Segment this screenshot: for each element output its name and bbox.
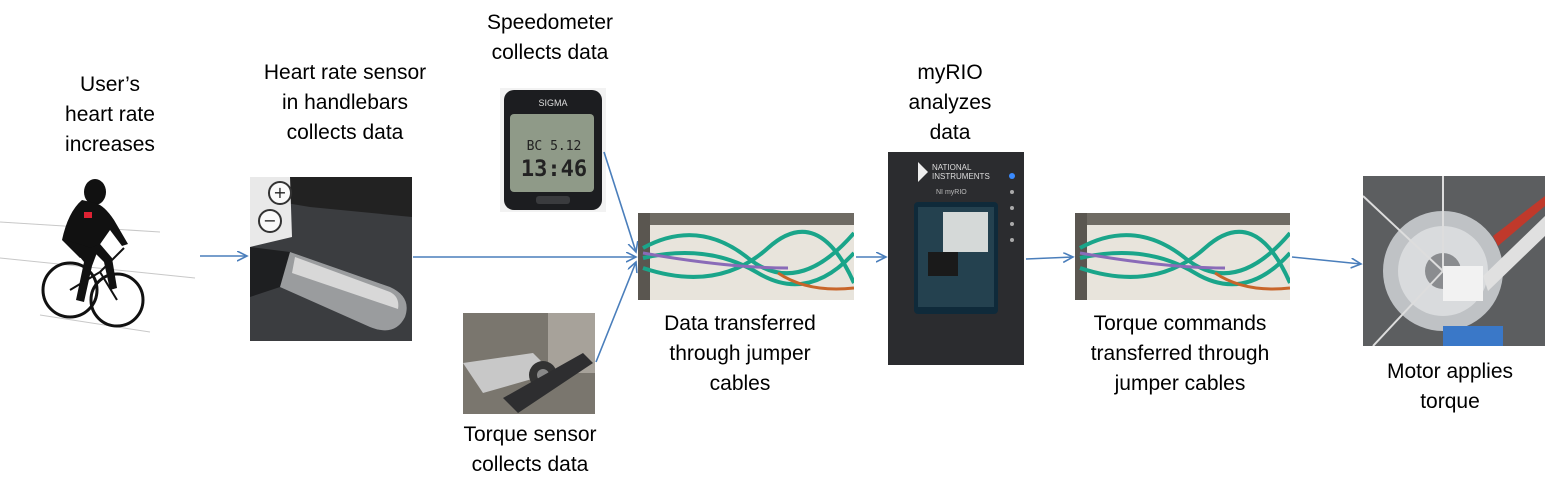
arrow-speedometer-to-cables (603, 151, 636, 252)
speedometer-photo: SIGMA BC 5.12 13:46 (500, 88, 606, 212)
cyclist-silhouette (0, 179, 196, 333)
speedometer-brand-text: SIGMA (538, 98, 567, 108)
speedometer-reading: 13:46 (521, 157, 587, 182)
arrow-torque-sensor-to-cables (595, 262, 636, 363)
svg-text:−: − (263, 211, 276, 230)
speedometer-label: Speedometer collects data (486, 11, 614, 64)
handlebar-sensor-photo: + − (250, 177, 412, 341)
data-transferred-label: Data transferred through jumper cables (664, 312, 816, 395)
jumper-cables-photo-1 (638, 213, 854, 300)
motor-applies-torque-label: Motor applies torque (1386, 360, 1514, 413)
motor-photo (1363, 176, 1545, 346)
svg-text:+: + (273, 183, 286, 202)
arrow-myrio-to-cables (1025, 257, 1073, 259)
heart-rate-sensor-label: Heart rate sensor in handlebars collects… (263, 61, 427, 144)
arrow-cables-to-motor (1291, 256, 1361, 264)
myrio-model-text: NI myRIO (936, 189, 967, 196)
torque-sensor-photo (463, 313, 595, 414)
torque-commands-label: Torque commands transferred through jump… (1090, 312, 1270, 395)
myrio-device-photo: NATIONAL INSTRUMENTS NI myRIO (888, 152, 1024, 365)
svg-text:INSTRUMENTS: INSTRUMENTS (932, 172, 990, 181)
myrio-analyzes-label: myRIO analyzes data (908, 61, 992, 144)
speedometer-top-reading: BC 5.12 (527, 139, 582, 154)
torque-sensor-label: Torque sensor collects data (463, 423, 597, 476)
jumper-cables-photo-2 (1075, 213, 1290, 300)
myrio-brand-text: NATIONAL (932, 163, 972, 172)
user-heart-rate-label: User’s heart rate increases (65, 73, 155, 156)
